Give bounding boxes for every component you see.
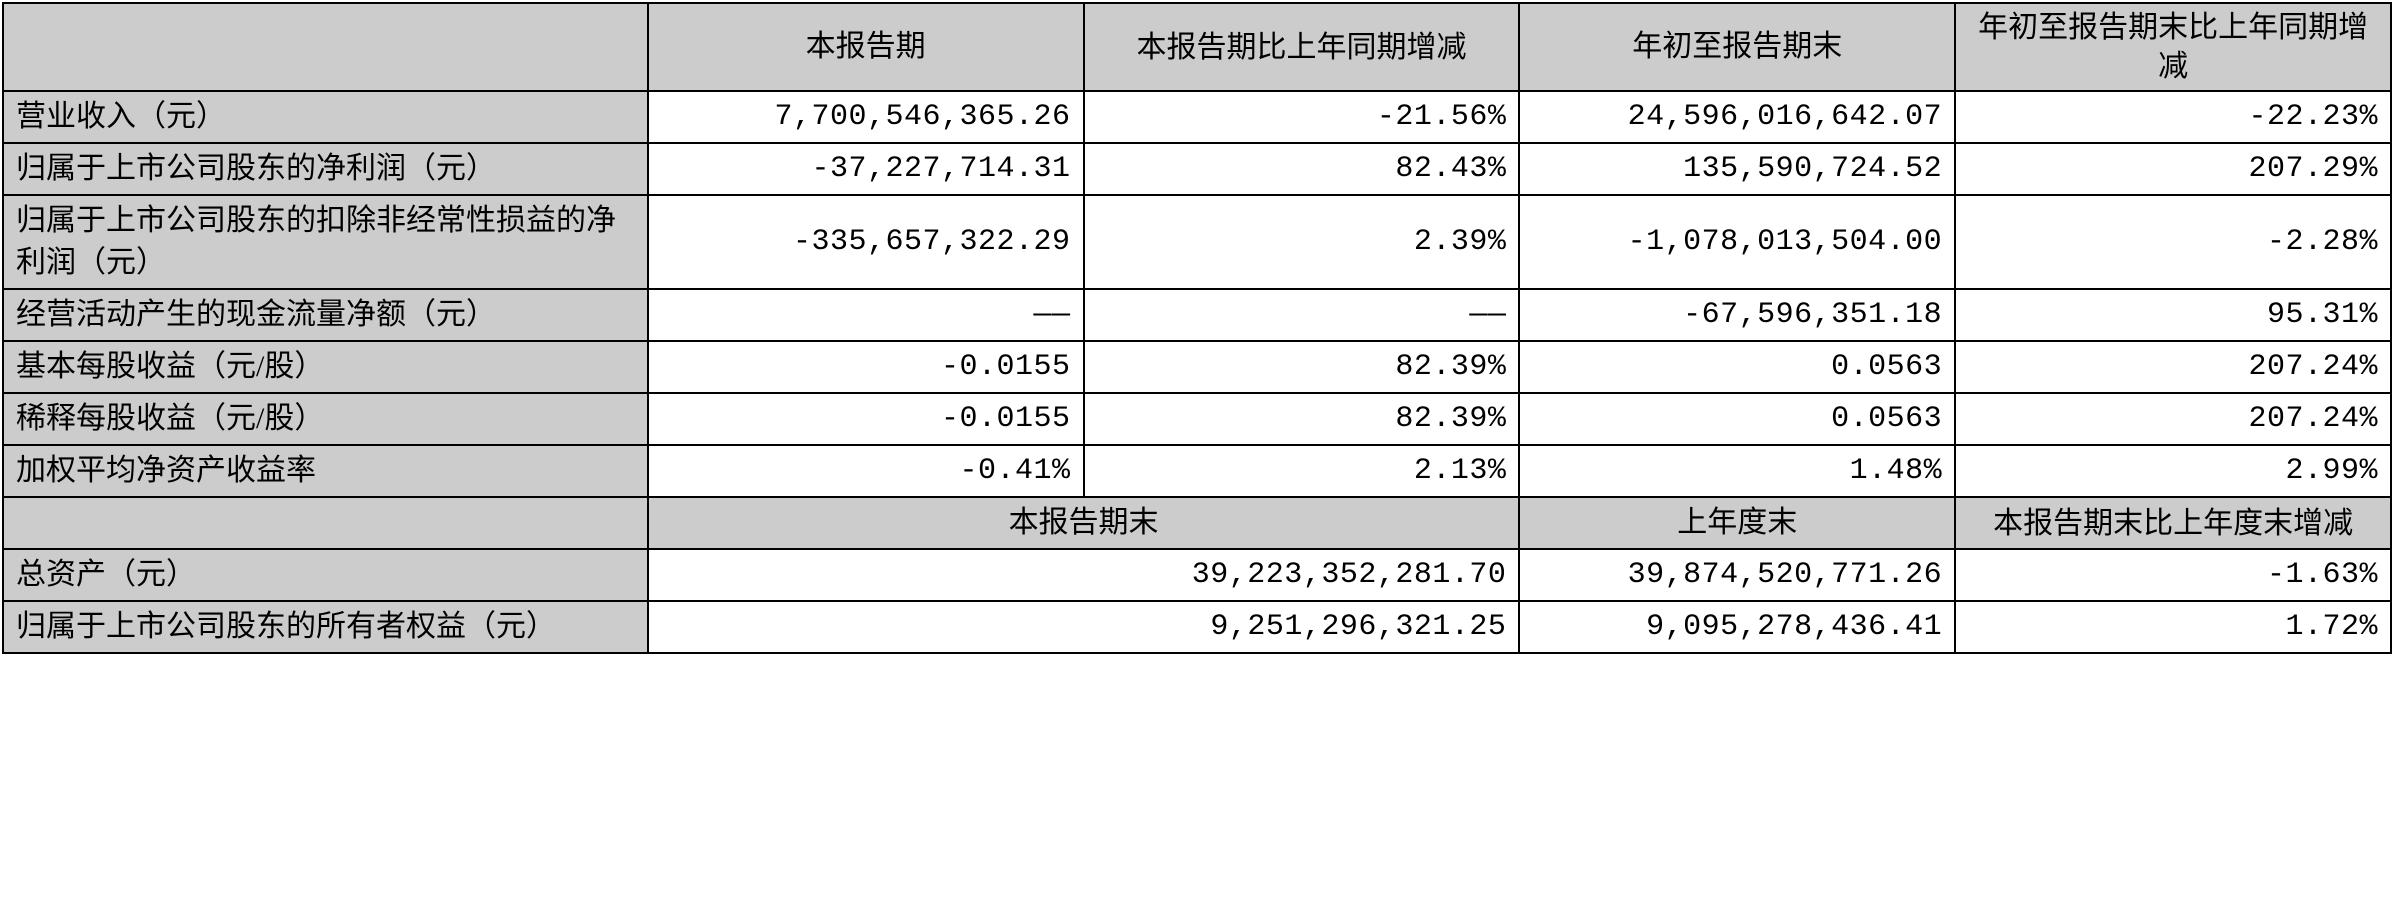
row-label: 稀释每股收益（元/股） [3, 393, 648, 445]
row-label: 总资产（元） [3, 549, 648, 601]
table-body: 本报告期 本报告期比上年同期增减 年初至报告期末 年初至报告期末比上年同期增减 … [3, 3, 2391, 653]
row-label: 营业收入（元） [3, 91, 648, 143]
header2-col2: 上年度末 [1519, 497, 1955, 549]
header-col1: 本报告期 [648, 3, 1084, 91]
data-cell: 9,095,278,436.41 [1519, 601, 1955, 653]
data-cell: -0.0155 [648, 341, 1084, 393]
data-cell: -22.23% [1955, 91, 2391, 143]
data-cell: -37,227,714.31 [648, 143, 1084, 195]
data-cell: 135,590,724.52 [1519, 143, 1955, 195]
data-cell: -2.28% [1955, 195, 2391, 289]
header-col4: 年初至报告期末比上年同期增减 [1955, 3, 2391, 91]
data-cell: 39,874,520,771.26 [1519, 549, 1955, 601]
data-cell: 7,700,546,365.26 [648, 91, 1084, 143]
data-cell: -1.63% [1955, 549, 2391, 601]
data-cell: —— [1084, 289, 1520, 341]
table-row: 归属于上市公司股东的所有者权益（元） 9,251,296,321.25 9,09… [3, 601, 2391, 653]
table-row: 基本每股收益（元/股） -0.0155 82.39% 0.0563 207.24… [3, 341, 2391, 393]
table-row: 归属于上市公司股东的净利润（元） -37,227,714.31 82.43% 1… [3, 143, 2391, 195]
data-cell: -0.0155 [648, 393, 1084, 445]
data-cell: 207.24% [1955, 393, 2391, 445]
data-cell: -67,596,351.18 [1519, 289, 1955, 341]
data-cell: 207.24% [1955, 341, 2391, 393]
data-cell: —— [648, 289, 1084, 341]
data-cell: 39,223,352,281.70 [648, 549, 1520, 601]
data-cell: 207.29% [1955, 143, 2391, 195]
data-cell: -1,078,013,504.00 [1519, 195, 1955, 289]
data-cell: 95.31% [1955, 289, 2391, 341]
table-row: 总资产（元） 39,223,352,281.70 39,874,520,771.… [3, 549, 2391, 601]
row-label: 归属于上市公司股东的净利润（元） [3, 143, 648, 195]
data-cell: 0.0563 [1519, 393, 1955, 445]
data-cell: -21.56% [1084, 91, 1520, 143]
row-label: 归属于上市公司股东的扣除非经常性损益的净利润（元） [3, 195, 648, 289]
table-row: 稀释每股收益（元/股） -0.0155 82.39% 0.0563 207.24… [3, 393, 2391, 445]
data-cell: 1.72% [1955, 601, 2391, 653]
table-row: 归属于上市公司股东的扣除非经常性损益的净利润（元） -335,657,322.2… [3, 195, 2391, 289]
row-label: 归属于上市公司股东的所有者权益（元） [3, 601, 648, 653]
data-cell: -0.41% [648, 445, 1084, 497]
data-cell: 2.39% [1084, 195, 1520, 289]
data-cell: 82.43% [1084, 143, 1520, 195]
data-cell: 1.48% [1519, 445, 1955, 497]
data-cell: 2.99% [1955, 445, 2391, 497]
header2-col3: 本报告期末比上年度末增减 [1955, 497, 2391, 549]
table-row: 加权平均净资产收益率 -0.41% 2.13% 1.48% 2.99% [3, 445, 2391, 497]
row-label: 加权平均净资产收益率 [3, 445, 648, 497]
row-label: 经营活动产生的现金流量净额（元） [3, 289, 648, 341]
header-col3: 年初至报告期末 [1519, 3, 1955, 91]
row-label: 基本每股收益（元/股） [3, 341, 648, 393]
header-blank-2 [3, 497, 648, 549]
data-cell: 2.13% [1084, 445, 1520, 497]
table-row: 营业收入（元） 7,700,546,365.26 -21.56% 24,596,… [3, 91, 2391, 143]
data-cell: 24,596,016,642.07 [1519, 91, 1955, 143]
data-cell: 0.0563 [1519, 341, 1955, 393]
header-blank-1 [3, 3, 648, 91]
data-cell: 82.39% [1084, 393, 1520, 445]
header2-col1: 本报告期末 [648, 497, 1520, 549]
data-cell: -335,657,322.29 [648, 195, 1084, 289]
data-cell: 9,251,296,321.25 [648, 601, 1520, 653]
financial-table: 本报告期 本报告期比上年同期增减 年初至报告期末 年初至报告期末比上年同期增减 … [2, 2, 2392, 654]
table-row: 经营活动产生的现金流量净额（元） —— —— -67,596,351.18 95… [3, 289, 2391, 341]
header-col2: 本报告期比上年同期增减 [1084, 3, 1520, 91]
data-cell: 82.39% [1084, 341, 1520, 393]
